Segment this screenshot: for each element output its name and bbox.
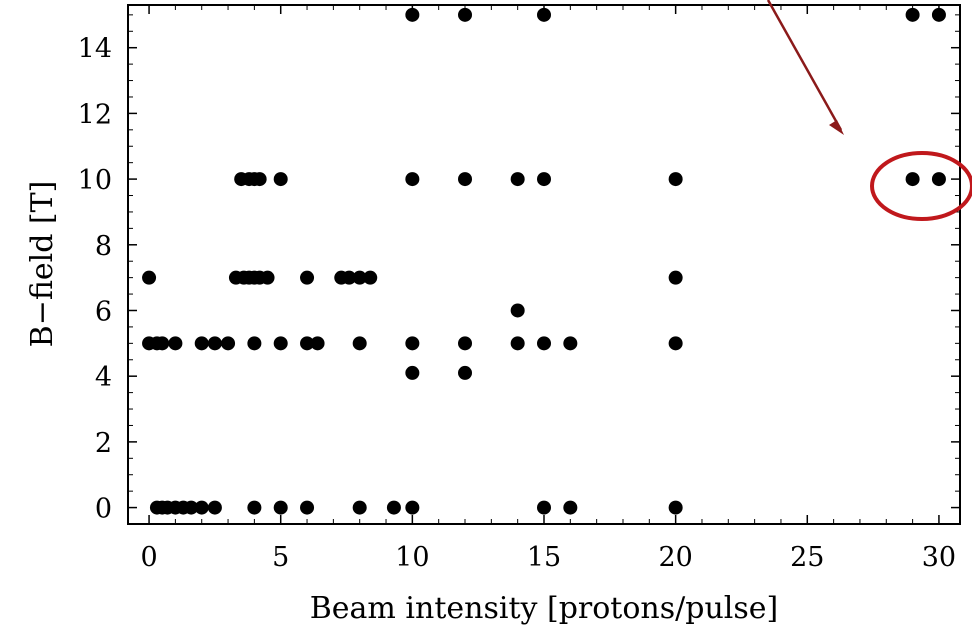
data-point <box>537 336 551 351</box>
data-point <box>247 336 262 351</box>
y-tick-label: 6 <box>95 296 112 327</box>
data-point <box>207 336 222 351</box>
x-tick-label: 10 <box>395 542 429 573</box>
data-point <box>300 500 315 515</box>
data-point <box>247 500 262 515</box>
data-point <box>273 172 288 187</box>
data-point <box>537 500 551 515</box>
data-point <box>668 172 683 187</box>
annotation-arrowhead <box>829 120 844 135</box>
data-points <box>142 7 946 515</box>
data-point <box>931 7 946 22</box>
y-tick-label: 14 <box>78 34 112 65</box>
x-tick-labels: 0 5 10 15 20 25 30 <box>140 542 956 573</box>
data-point <box>563 500 578 515</box>
y-tick-label: 2 <box>95 428 112 459</box>
data-point <box>363 270 378 285</box>
data-point <box>405 336 420 351</box>
data-point <box>905 172 920 187</box>
data-point <box>458 172 473 187</box>
tick-marks <box>128 5 960 524</box>
x-tick-label: 0 <box>140 542 157 573</box>
data-point <box>905 7 920 22</box>
data-point <box>194 500 209 515</box>
data-point <box>458 7 473 22</box>
data-point <box>405 172 420 187</box>
data-point <box>273 336 288 351</box>
data-point <box>537 172 551 187</box>
data-point <box>352 270 367 285</box>
data-point <box>300 336 315 351</box>
data-point <box>510 336 525 351</box>
data-point <box>931 172 946 187</box>
y-tick-label: 0 <box>95 494 112 525</box>
y-axis-label: B−field [T] <box>25 181 60 348</box>
annotation-arrow-shaft <box>766 0 843 131</box>
data-point <box>142 270 157 285</box>
y-tick-labels: 0 2 4 6 8 10 12 14 <box>78 34 112 525</box>
data-point <box>405 365 420 380</box>
x-tick-label: 20 <box>658 542 692 573</box>
data-point <box>405 7 420 22</box>
plot-frame <box>127 4 961 525</box>
data-point <box>260 270 275 285</box>
data-point <box>386 500 401 515</box>
data-point <box>184 500 199 515</box>
data-point <box>510 172 525 187</box>
data-point <box>405 500 420 515</box>
data-point <box>342 270 357 285</box>
data-point <box>194 336 209 351</box>
data-point <box>273 500 288 515</box>
data-point <box>668 270 683 285</box>
data-point <box>668 336 683 351</box>
data-point <box>352 500 367 515</box>
data-point <box>510 303 525 318</box>
y-tick-label: 12 <box>78 99 112 130</box>
data-point <box>458 365 473 380</box>
x-tick-label: 15 <box>527 542 561 573</box>
x-tick-label: 25 <box>790 542 824 573</box>
data-point <box>221 336 236 351</box>
data-point <box>300 270 315 285</box>
data-point <box>155 336 170 351</box>
y-tick-label: 8 <box>95 231 112 262</box>
data-point <box>668 500 683 515</box>
data-point <box>252 172 267 187</box>
data-point <box>563 336 578 351</box>
data-point <box>168 336 183 351</box>
x-tick-label: 30 <box>922 542 956 573</box>
x-tick-label: 5 <box>272 542 289 573</box>
data-point <box>352 336 367 351</box>
data-point <box>537 7 551 22</box>
y-tick-label: 4 <box>95 362 112 393</box>
x-axis-label: Beam intensity [protons/pulse] <box>310 591 778 626</box>
data-point <box>207 500 222 515</box>
y-tick-label: 10 <box>78 165 112 196</box>
highlight-ellipse <box>870 151 972 221</box>
data-point <box>458 336 473 351</box>
data-point <box>310 336 325 351</box>
